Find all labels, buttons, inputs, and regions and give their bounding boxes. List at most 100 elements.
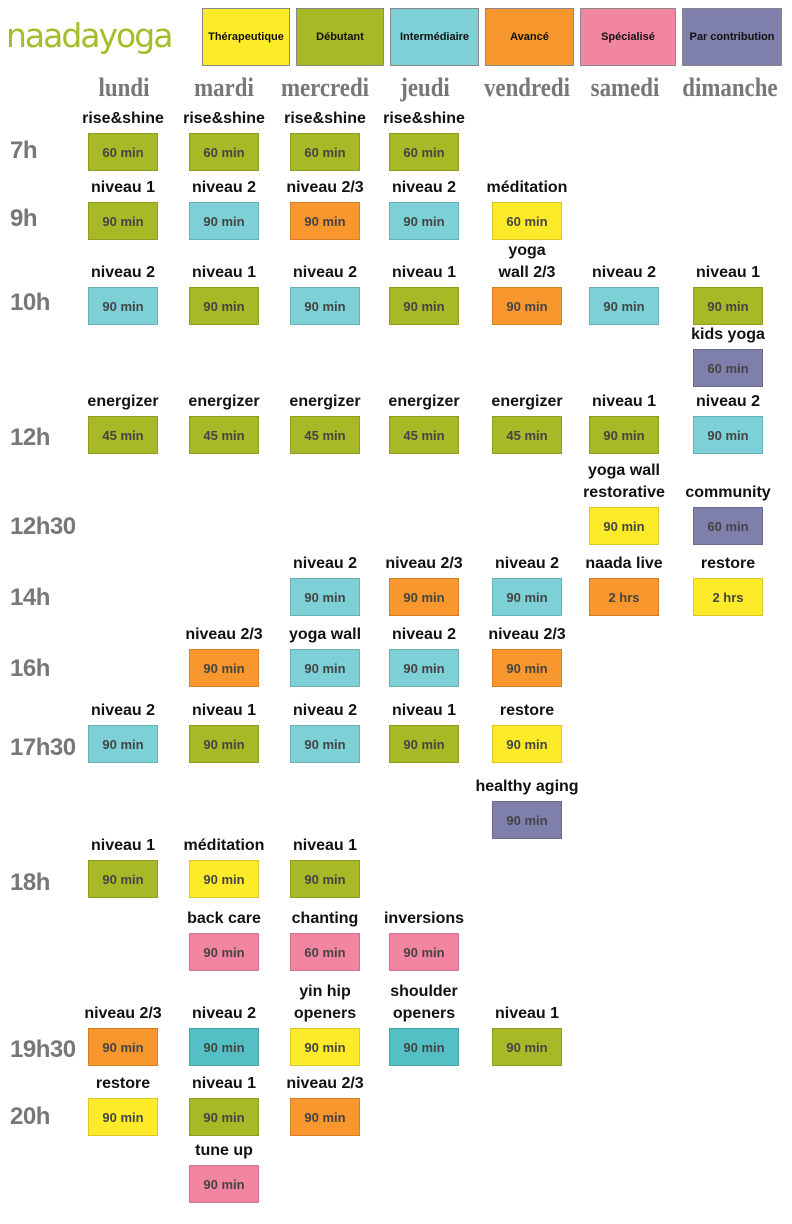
- class-card[interactable]: back care 90 min: [174, 908, 274, 971]
- class-card[interactable]: niveau 2/3 90 min: [73, 1003, 173, 1066]
- legend-debutant: Débutant: [296, 8, 384, 66]
- class-card[interactable]: niveau 2/3 90 min: [275, 177, 375, 240]
- class-name: naada live: [585, 555, 663, 572]
- class-card[interactable]: energizer 45 min: [374, 391, 474, 454]
- class-card[interactable]: healthy aging 90 min: [475, 776, 579, 839]
- class-card[interactable]: yoga wall restorative 90 min: [574, 460, 674, 545]
- class-card[interactable]: energizer 45 min: [174, 391, 274, 454]
- class-card[interactable]: yin hip openers 90 min: [275, 981, 375, 1066]
- class-card[interactable]: niveau 2 90 min: [374, 624, 474, 687]
- class-card[interactable]: energizer 45 min: [477, 391, 577, 454]
- class-card[interactable]: yoga wall 2/3 90 min: [477, 240, 577, 325]
- class-card[interactable]: yoga wall 90 min: [275, 624, 375, 687]
- class-card[interactable]: kids yoga 60 min: [678, 324, 778, 387]
- duration-badge: 90 min: [589, 416, 659, 454]
- class-name: energizer: [87, 393, 159, 410]
- class-name: rise&shine: [284, 110, 366, 127]
- day-lundi: lundi: [98, 73, 150, 102]
- class-card[interactable]: chanting 60 min: [275, 908, 375, 971]
- class-card[interactable]: niveau 1 90 min: [574, 391, 674, 454]
- time-14h: 14h: [10, 584, 50, 611]
- class-card[interactable]: niveau 2/3 90 min: [275, 1073, 375, 1136]
- class-card[interactable]: niveau 1 90 min: [174, 1073, 274, 1136]
- class-card[interactable]: niveau 1 90 min: [174, 262, 274, 325]
- class-card[interactable]: inversions 90 min: [374, 908, 474, 971]
- duration-badge: 90 min: [88, 1028, 158, 1066]
- class-card[interactable]: niveau 1 90 min: [73, 177, 173, 240]
- duration-badge: 90 min: [492, 725, 562, 763]
- duration-badge: 90 min: [88, 860, 158, 898]
- class-card[interactable]: niveau 1 90 min: [73, 835, 173, 898]
- class-card[interactable]: shoulder openers 90 min: [374, 981, 474, 1066]
- class-name: yoga wall 2/3: [498, 242, 556, 281]
- class-card[interactable]: niveau 2 90 min: [275, 700, 375, 763]
- duration-badge: 90 min: [492, 649, 562, 687]
- class-card[interactable]: niveau 2/3 90 min: [174, 624, 274, 687]
- class-card[interactable]: niveau 1 90 min: [275, 835, 375, 898]
- class-card[interactable]: niveau 2 90 min: [574, 262, 674, 325]
- class-card[interactable]: niveau 1 90 min: [374, 262, 474, 325]
- class-card[interactable]: niveau 2/3 90 min: [477, 624, 577, 687]
- class-card[interactable]: niveau 1 90 min: [678, 262, 778, 325]
- class-card[interactable]: niveau 2 90 min: [374, 177, 474, 240]
- class-name: niveau 1: [191, 1075, 257, 1092]
- class-card[interactable]: rise&shine 60 min: [73, 108, 173, 171]
- class-card[interactable]: tune up 90 min: [174, 1140, 274, 1203]
- duration-badge: 90 min: [290, 725, 360, 763]
- class-name: energizer: [289, 393, 361, 410]
- class-card[interactable]: niveau 2 90 min: [477, 553, 577, 616]
- class-name: rise&shine: [183, 110, 265, 127]
- duration-badge: 90 min: [290, 1098, 360, 1136]
- class-name: niveau 2: [292, 264, 358, 281]
- class-name: niveau 2/3: [286, 179, 364, 196]
- duration-badge: 90 min: [88, 287, 158, 325]
- class-card[interactable]: niveau 1 90 min: [374, 700, 474, 763]
- class-name: energizer: [491, 393, 563, 410]
- class-name: niveau 2: [191, 179, 257, 196]
- class-card[interactable]: rise&shine 60 min: [174, 108, 274, 171]
- class-card[interactable]: restore 90 min: [73, 1073, 173, 1136]
- class-card[interactable]: niveau 1 90 min: [174, 700, 274, 763]
- duration-badge: 90 min: [189, 1028, 259, 1066]
- class-card[interactable]: rise&shine 60 min: [275, 108, 375, 171]
- class-card[interactable]: niveau 2 90 min: [73, 262, 173, 325]
- class-card[interactable]: energizer 45 min: [275, 391, 375, 454]
- class-card[interactable]: rise&shine 60 min: [374, 108, 474, 171]
- duration-badge: 90 min: [290, 860, 360, 898]
- time-17h30: 17h30: [10, 734, 76, 761]
- duration-badge: 90 min: [290, 287, 360, 325]
- class-card[interactable]: méditation 60 min: [477, 177, 577, 240]
- class-card[interactable]: niveau 2/3 90 min: [374, 553, 474, 616]
- class-card[interactable]: restore 2 hrs: [678, 553, 778, 616]
- class-card[interactable]: restore 90 min: [477, 700, 577, 763]
- class-name: niveau 1: [90, 837, 156, 854]
- duration-badge: 90 min: [189, 1098, 259, 1136]
- class-name: energizer: [188, 393, 260, 410]
- class-card[interactable]: méditation 90 min: [174, 835, 274, 898]
- class-card[interactable]: niveau 2 90 min: [174, 177, 274, 240]
- class-card[interactable]: niveau 1 90 min: [477, 1003, 577, 1066]
- duration-badge: 90 min: [290, 578, 360, 616]
- duration-badge: 90 min: [389, 1028, 459, 1066]
- class-card[interactable]: niveau 2 90 min: [275, 553, 375, 616]
- class-card[interactable]: niveau 2 90 min: [678, 391, 778, 454]
- class-card[interactable]: niveau 2 90 min: [275, 262, 375, 325]
- class-name: niveau 2: [695, 393, 761, 410]
- class-card[interactable]: niveau 2 90 min: [73, 700, 173, 763]
- duration-badge: 90 min: [693, 287, 763, 325]
- class-card[interactable]: naada live 2 hrs: [574, 553, 674, 616]
- duration-badge: 90 min: [589, 507, 659, 545]
- class-name: restore: [499, 702, 555, 719]
- time-12h: 12h: [10, 424, 50, 451]
- class-name: niveau 2: [90, 264, 156, 281]
- class-name: rise&shine: [383, 110, 465, 127]
- duration-badge: 90 min: [88, 202, 158, 240]
- class-card[interactable]: niveau 2 90 min: [174, 1003, 274, 1066]
- class-name: niveau 2/3: [286, 1075, 364, 1092]
- class-card[interactable]: energizer 45 min: [73, 391, 173, 454]
- class-card[interactable]: community 60 min: [678, 482, 778, 545]
- class-name: niveau 2/3: [185, 626, 263, 643]
- time-16h: 16h: [10, 655, 50, 682]
- class-name: kids yoga: [691, 326, 765, 343]
- duration-badge: 90 min: [389, 649, 459, 687]
